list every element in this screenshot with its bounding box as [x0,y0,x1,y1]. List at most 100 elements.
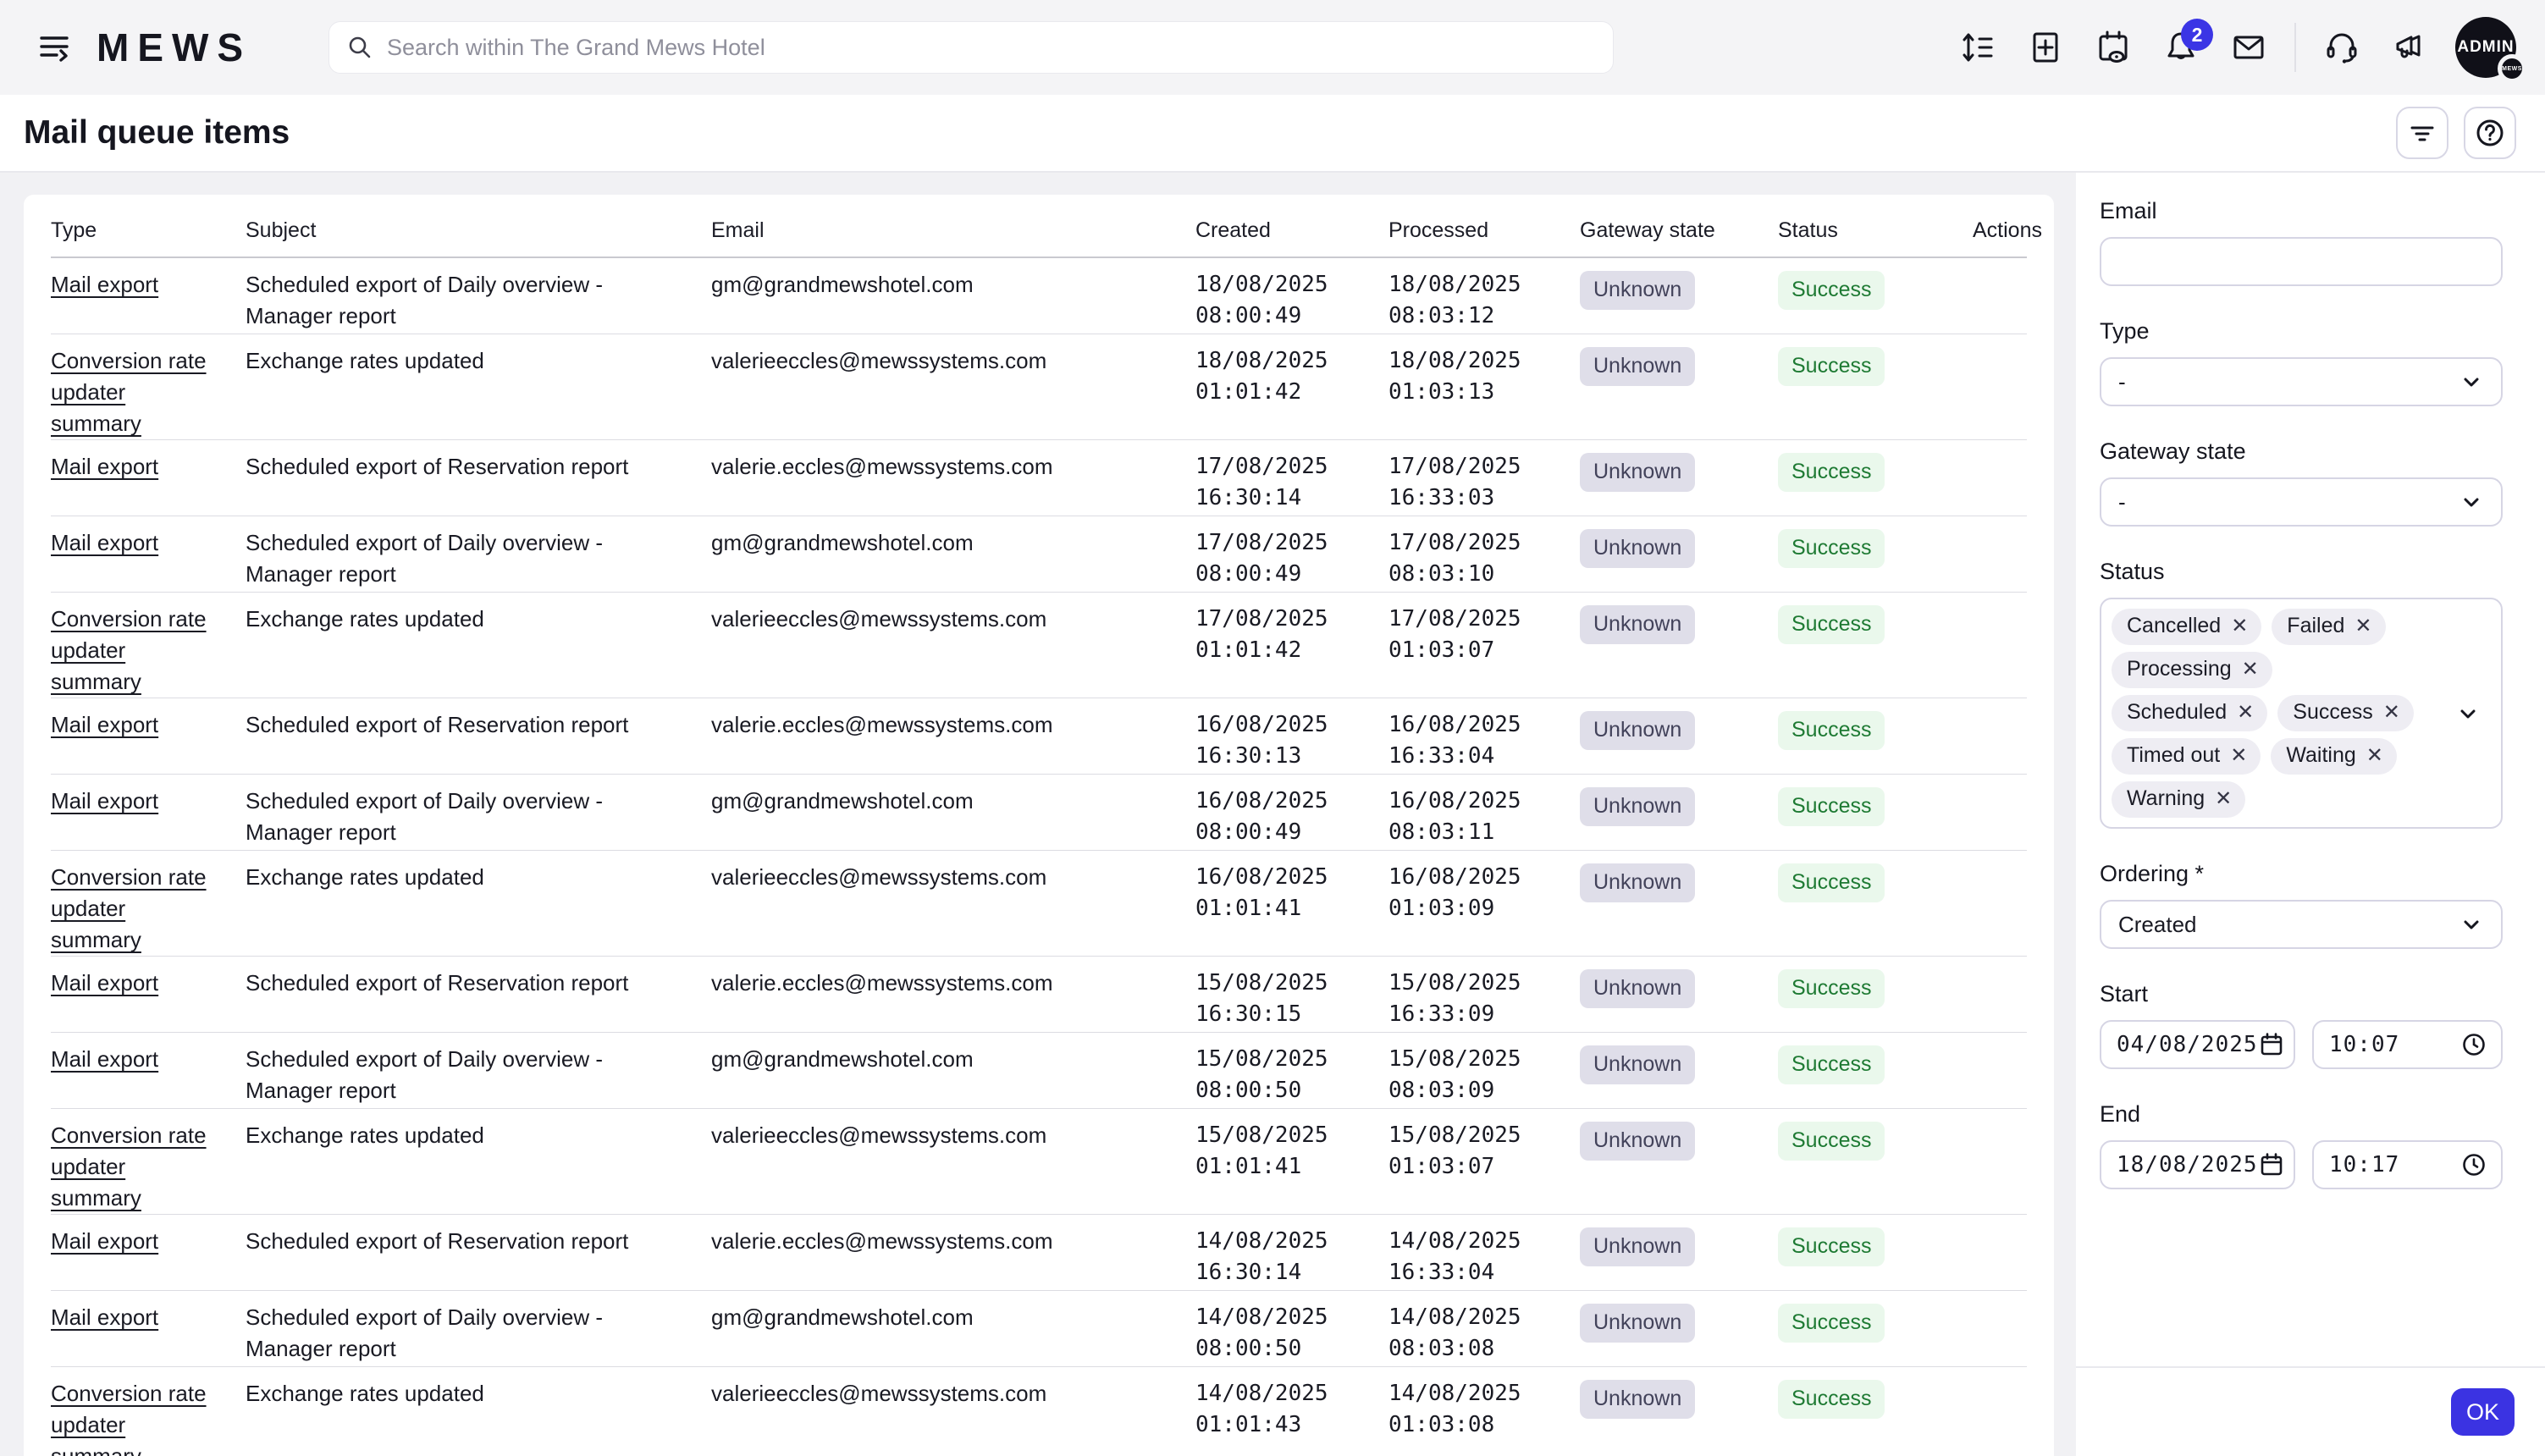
filter-icon [2407,118,2437,148]
main-menu-button[interactable] [30,24,78,71]
mail-type-link[interactable]: Conversion rate updater summary [51,1381,207,1456]
mail-type-link[interactable]: Conversion rate updater summary [51,606,207,694]
processed-time: 01:03:07 [1388,1154,1495,1179]
mail-type-link[interactable]: Mail export [51,272,159,297]
cell-status: Success [1778,1226,1973,1266]
processed-time: 08:03:11 [1388,819,1495,845]
help-button[interactable] [2464,107,2516,159]
status-filter-chip: Success ✕ [2277,695,2414,731]
search-icon [346,34,373,61]
mail-type-link[interactable]: Mail export [51,970,159,995]
mail-type-link[interactable]: Mail export [51,712,159,737]
chip-remove-icon[interactable]: ✕ [2231,614,2249,637]
created-date: 17/08/2025 [1195,606,1328,631]
type-filter-value: - [2118,368,2126,394]
cell-subject: Scheduled export of Daily overview - Man… [246,272,603,328]
status-badge: Success [1778,787,1885,826]
chip-remove-icon[interactable]: ✕ [2237,700,2255,724]
created-date: 18/08/2025 [1195,272,1328,297]
support-button[interactable] [2320,25,2364,69]
filter-button[interactable] [2396,107,2448,159]
created-time: 16:30:15 [1195,1001,1302,1027]
mail-type-link[interactable]: Mail export [51,788,159,813]
status-chip-label: Cancelled [2127,614,2222,637]
cell-processed: 15/08/2025 01:03:07 [1388,1120,1580,1183]
status-filter-chip: Processing ✕ [2112,652,2272,688]
cell-subject: Scheduled export of Reservation report [246,970,629,995]
chip-remove-icon[interactable]: ✕ [2215,786,2233,810]
mail-type-link[interactable]: Conversion rate updater summary [51,1122,207,1211]
table-body: Mail export Scheduled export of Daily ov… [51,258,2027,1456]
ok-button[interactable]: OK [2450,1388,2515,1436]
ordering-filter-select[interactable]: Created [2100,900,2503,949]
column-header-type: Type [51,218,97,242]
processed-date: 14/08/2025 [1388,1304,1521,1330]
cell-processed: 15/08/2025 08:03:09 [1388,1044,1580,1106]
cell-created: 17/08/2025 16:30:14 [1195,451,1388,514]
reorder-button[interactable] [1956,25,2000,69]
created-date: 16/08/2025 [1195,788,1328,813]
user-avatar[interactable]: ADMIN MEWS [2455,17,2526,83]
processed-date: 17/08/2025 [1388,606,1521,631]
mail-type-link[interactable]: Mail export [51,1046,159,1072]
status-chip-label: Timed out [2127,743,2221,767]
messages-button[interactable] [2227,25,2271,69]
created-date: 16/08/2025 [1195,864,1328,890]
column-header-actions: Actions [1973,218,2042,242]
end-time-field[interactable]: 10:17 [2312,1140,2503,1189]
cell-email: gm@grandmewshotel.com [711,788,974,813]
page-title: Mail queue items [24,114,290,151]
column-header-subject: Subject [246,218,317,242]
start-date-field[interactable]: 04/08/2025 [2100,1020,2295,1069]
search-input[interactable] [387,34,1596,61]
cell-type: Mail export [51,527,246,559]
gateway-state-badge: Unknown [1580,605,1696,644]
cell-email: valerieeccles@mewssystems.com [711,1122,1047,1148]
megaphone-icon [2391,29,2428,66]
cell-gateway-state: Unknown [1580,269,1778,310]
cell-gateway-state: Unknown [1580,862,1778,902]
chip-remove-icon[interactable]: ✕ [2366,743,2383,767]
mail-type-link[interactable]: Conversion rate updater summary [51,864,207,952]
global-search[interactable] [328,21,1614,74]
cell-subject: Scheduled export of Daily overview - Man… [246,788,603,845]
mail-type-link[interactable]: Mail export [51,454,159,479]
cell-status: Success [1778,1120,1973,1161]
clock-icon [2460,1151,2487,1178]
status-filter-multiselect[interactable]: Cancelled ✕ Failed ✕ Processing ✕ Schedu… [2100,598,2503,829]
availability-calendar-button[interactable] [2091,25,2135,69]
cell-subject: Scheduled export of Reservation report [246,712,629,737]
cell-status: Success [1778,1302,1973,1343]
cell-type: Conversion rate updater summary [51,862,246,956]
email-filter-field [2100,237,2503,286]
cell-created: 16/08/2025 01:01:41 [1195,862,1388,924]
processed-time: 16:33:09 [1388,1001,1495,1027]
mail-type-link[interactable]: Conversion rate updater summary [51,348,207,436]
notifications-button[interactable]: 2 [2159,19,2213,69]
cell-created: 17/08/2025 01:01:42 [1195,604,1388,666]
table-row: Mail export Scheduled export of Daily ov… [51,258,2027,334]
announcements-button[interactable] [2388,25,2432,69]
processed-time: 16:33:03 [1388,485,1495,510]
chip-remove-icon[interactable]: ✕ [2382,700,2400,724]
chevron-down-icon [2459,369,2484,394]
cell-type: Mail export [51,451,246,483]
created-time: 08:00:49 [1195,819,1302,845]
mail-type-link[interactable]: Mail export [51,1304,159,1330]
gateway-state-badge: Unknown [1580,1045,1696,1084]
cell-processed: 14/08/2025 08:03:08 [1388,1302,1580,1365]
processed-time: 01:03:08 [1388,1412,1495,1437]
type-filter-select[interactable]: - [2100,357,2503,406]
end-date-field[interactable]: 18/08/2025 [2100,1140,2295,1189]
gateway-state-filter-select[interactable]: - [2100,477,2503,527]
mail-type-link[interactable]: Mail export [51,1228,159,1254]
email-filter-input[interactable] [2118,248,2484,275]
quick-add-button[interactable] [2023,25,2067,69]
cell-subject: Scheduled export of Daily overview - Man… [246,1304,603,1361]
chip-remove-icon[interactable]: ✕ [2230,743,2248,767]
chip-remove-icon[interactable]: ✕ [2355,614,2372,637]
chip-remove-icon[interactable]: ✕ [2241,657,2259,681]
mail-type-link[interactable]: Mail export [51,530,159,555]
gateway-state-badge: Unknown [1580,529,1696,568]
start-time-field[interactable]: 10:07 [2312,1020,2503,1069]
